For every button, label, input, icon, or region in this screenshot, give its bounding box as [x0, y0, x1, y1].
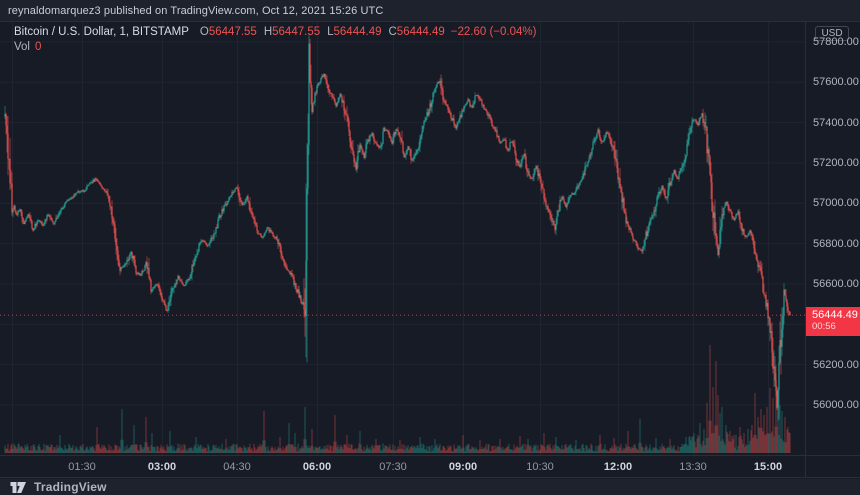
time-axis-label: 09:00 [448, 461, 478, 473]
price-axis[interactable]: USD 57800.00 57600.00 57400.00 57200.00 5700… [805, 22, 860, 455]
time-axis-label: 07:30 [379, 461, 407, 473]
ohlc-item: H56447.55 [263, 26, 321, 38]
volume-value: 0 [35, 41, 42, 53]
price-axis-label: 56600.00 [813, 277, 859, 290]
price-axis-label: 56200.00 [813, 358, 859, 371]
price-axis-label: 56800.00 [813, 237, 859, 250]
time-axis-corner [805, 455, 860, 478]
symbol-title: Bitcoin / U.S. Dollar, 1, BITSTAMP [14, 26, 189, 38]
time-axis[interactable]: 01:30 03:00 04:30 06:00 07:30 09:00 10:30 12:00… [0, 455, 805, 478]
tradingview-brand-text[interactable]: TradingView [34, 480, 107, 494]
ohlc-item: C56444.49 [388, 26, 445, 38]
footer-bar: TradingView [0, 479, 860, 495]
price-axis-label: 57400.00 [813, 116, 859, 129]
price-axis-label: 57000.00 [813, 197, 859, 210]
bar-countdown: 00:56 [812, 320, 836, 332]
time-axis-label: 15:00 [753, 461, 783, 473]
ohlc-item: O56447.55 [199, 26, 257, 38]
last-price-label: 56444.49 00:56 [806, 307, 860, 337]
ohlc-item: L56444.49 [327, 26, 382, 38]
time-axis-label: 12:00 [603, 461, 633, 473]
price-change: −22.60 (−0.04%) [450, 26, 537, 38]
price-axis-label: 56000.00 [813, 398, 859, 411]
volume-bars [4, 345, 791, 453]
chart-region[interactable]: Bitcoin / U.S. Dollar, 1, BITSTAMP O5644… [0, 22, 805, 455]
time-axis-label: 04:30 [223, 461, 251, 473]
tradingview-logo-icon[interactable] [10, 481, 27, 493]
candles [4, 35, 791, 422]
currency-button[interactable]: USD [815, 26, 849, 41]
attribution-bar: reynaldomarquez3 published on TradingVie… [0, 0, 860, 22]
time-axis-label: 03:00 [147, 461, 177, 473]
grid-lines [0, 22, 805, 455]
price-axis-label: 57200.00 [813, 156, 859, 169]
ohlc-values: O56447.55 H56447.55 L56444.49 C56444.49 [200, 26, 445, 38]
chart-legend: Bitcoin / U.S. Dollar, 1, BITSTAMP O5644… [14, 26, 536, 53]
price-axis-label: 57800.00 [813, 35, 859, 48]
last-price-value: 56444.49 [812, 309, 858, 322]
attribution-text: reynaldomarquez3 published on TradingVie… [8, 4, 384, 17]
time-axis-label: 10:30 [526, 461, 554, 473]
time-axis-label: 13:30 [679, 461, 707, 473]
price-axis-label: 57600.00 [813, 76, 859, 89]
time-axis-label: 01:30 [68, 461, 96, 473]
candlestick-chart[interactable] [0, 22, 805, 455]
time-axis-label: 06:00 [302, 461, 332, 473]
volume-label: Vol [14, 41, 30, 53]
